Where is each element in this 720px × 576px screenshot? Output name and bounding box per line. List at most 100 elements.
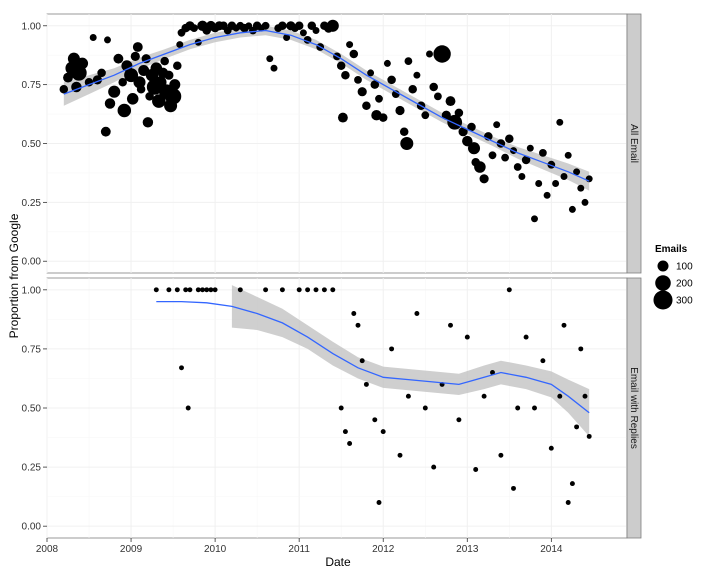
data-point [279,287,285,293]
x-tick-label: 2013 [456,544,479,555]
data-point [408,85,417,94]
smooth-trend-line [156,300,590,414]
legend-key-point [657,260,669,272]
data-point [195,287,201,293]
data-point [518,173,526,180]
data-point [376,500,382,505]
chart-axes: 0.00 0.25 0.50 0.75 1.00 0.00 0.25 0.50 0.75 1.00… [22,21,563,555]
data-point [479,174,489,184]
data-point [261,21,270,30]
data-point [431,464,437,470]
data-point [359,358,365,364]
data-point [474,161,486,173]
data-point [397,452,403,458]
data-point [526,144,534,152]
data-point [426,50,433,58]
y-tick-label: 0.25 [22,198,42,209]
data-point [501,153,509,162]
data-point [481,393,487,399]
y-tick-label: 1.00 [22,285,42,296]
data-point [456,417,462,423]
data-point [130,51,140,62]
data-point [414,311,420,316]
data-point [337,112,348,123]
data-point [506,287,512,293]
data-point [89,34,97,41]
data-point [204,287,210,293]
data-point [543,191,551,199]
data-point [164,70,174,80]
data-point [378,113,388,122]
legend-label: 200 [676,279,693,290]
data-point [296,287,302,293]
data-point [117,103,132,118]
data-point [404,57,413,65]
data-point [183,287,189,293]
data-point [174,287,180,293]
data-point [355,322,361,328]
data-point [270,64,278,72]
data-point [539,149,547,157]
data-point [176,41,184,49]
data-point [141,54,151,64]
data-point [464,334,470,340]
data-point [515,405,521,411]
data-point [362,101,371,111]
data-point [383,59,391,67]
panel-2: Email with Replies [46,277,642,539]
data-point [399,127,409,136]
data-point [76,57,89,70]
data-point [422,405,428,411]
data-point [347,441,353,446]
data-point [200,287,205,293]
data-point [71,81,82,93]
data-point [573,168,581,176]
data-point [321,287,327,293]
data-point [400,136,414,151]
data-point [535,180,543,187]
y-tick-label: 0.25 [22,463,42,474]
data-point [59,85,69,94]
data-point [561,322,567,328]
chart-panels: All Email Email with Replies [46,13,642,539]
data-point [578,346,584,352]
data-point [467,122,476,132]
data-point [338,405,344,411]
data-point [336,61,346,71]
data-point [266,55,274,63]
data-point [187,287,193,293]
data-point [370,80,380,89]
data-point [136,85,146,94]
data-point [429,82,438,92]
data-point [145,92,154,101]
data-point [108,85,121,98]
x-tick-label: 2008 [36,544,59,555]
data-point [488,151,497,160]
facet-strip [626,13,642,274]
data-point [513,163,522,171]
y-tick-label: 1.00 [22,21,42,32]
facet-strip [626,277,642,539]
data-point [263,287,269,293]
data-point [169,79,181,91]
data-point [357,87,367,97]
data-point [574,424,580,430]
data-point [330,287,336,293]
y-tick-label: 0.75 [22,80,42,91]
data-point [237,287,243,293]
y-tick-label: 0.75 [22,344,42,355]
data-point [556,118,564,126]
data-point [104,36,111,44]
data-point [142,117,154,128]
data-point [283,34,291,41]
x-axis-title: Date [325,555,351,569]
data-point [124,68,139,83]
data-point [326,19,339,32]
data-point [531,215,538,223]
data-point [185,405,191,411]
data-point [380,429,386,435]
data-point [305,287,311,293]
data-point [118,78,127,87]
data-point [405,393,411,399]
